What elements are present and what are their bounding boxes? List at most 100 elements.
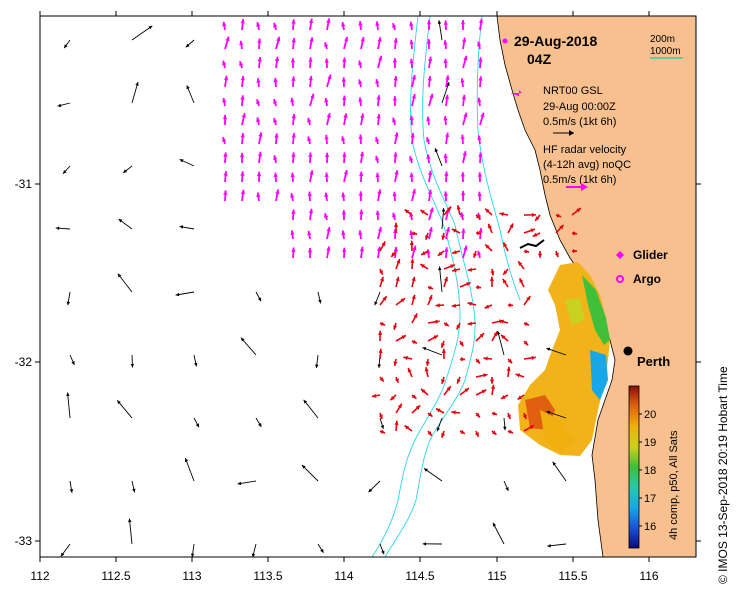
- hf-arrow-head: [424, 367, 429, 372]
- radar-arrow-head: [307, 191, 312, 196]
- model-arrow-head: [436, 427, 440, 432]
- hf-arrow-head: [435, 319, 440, 324]
- radar-arrow-head: [291, 209, 296, 214]
- hf-arrow-head: [427, 431, 432, 436]
- hf-arrow-head: [467, 301, 472, 306]
- hf-arrow-head: [411, 294, 416, 300]
- hf-arrow-head: [404, 209, 410, 214]
- hf-arrow-head: [523, 340, 529, 346]
- radar-line2: (4-12h avg) noQC: [543, 159, 631, 171]
- radar-legend: HF radar velocity (4-12h avg) noQC 0.5m/…: [543, 144, 631, 191]
- hf-arrow-head: [490, 384, 496, 390]
- radar-arrow-head: [358, 97, 363, 102]
- model-arrow-head: [148, 25, 153, 30]
- hf-arrow-head: [507, 358, 513, 364]
- radar-arrow-head: [324, 42, 329, 48]
- hf-arrow-head: [530, 228, 535, 233]
- colorbar-title: 4h comp, p50, All Sats: [668, 430, 680, 540]
- radar-arrow-head: [444, 132, 450, 138]
- hf-arrow-head: [380, 321, 385, 326]
- hf-arrow-head: [499, 319, 505, 324]
- hf-arrow-head: [529, 425, 535, 430]
- model-arrow: [128, 518, 133, 545]
- hf-arrow-head: [393, 361, 398, 366]
- model-arrow-head: [63, 170, 67, 174]
- hf-arrow-head: [483, 373, 488, 378]
- hf-arrow-head: [524, 321, 529, 326]
- y-tick-labels: -31 -32 -33: [15, 177, 33, 548]
- hf-arrow-head: [481, 389, 487, 394]
- model-arrow-head: [380, 425, 385, 429]
- hf-arrow-head: [450, 264, 455, 269]
- hf-arrow-head: [515, 373, 521, 378]
- hf-arrow-head: [475, 359, 480, 364]
- model-arrow-head: [117, 400, 121, 405]
- hf-arrow-head: [395, 276, 400, 282]
- radar-arrow-head: [256, 171, 262, 177]
- radar-arrow-head: [240, 189, 246, 195]
- hf-arrow-head: [506, 414, 511, 419]
- hf-arrow-head: [456, 205, 461, 210]
- radar-arrow-head: [276, 36, 281, 42]
- radar-arrow-head: [460, 190, 466, 196]
- model-arrow: [497, 330, 505, 356]
- model-arrow-head: [437, 20, 442, 24]
- model-arrow: [131, 25, 153, 41]
- hf-arrow-head: [556, 213, 562, 218]
- hf-arrow-head: [412, 339, 417, 344]
- radar-arrow-head: [256, 78, 261, 83]
- hf-arrow-head: [572, 231, 578, 236]
- model-arrow-head: [301, 465, 306, 469]
- radar-arrow-head: [240, 133, 245, 138]
- radar-arrow-head: [409, 172, 414, 178]
- model-arrow-head: [118, 219, 123, 223]
- hf-arrow-head: [437, 251, 443, 256]
- radar-arrow-head: [426, 249, 431, 254]
- argo-legend-label: Argo: [633, 272, 661, 286]
- radar-arrow-head: [377, 189, 382, 194]
- model-arrow-head: [193, 362, 198, 367]
- model-arrow: [423, 467, 443, 482]
- radar-arrow-head: [358, 230, 363, 235]
- radar-arrow-head: [307, 117, 312, 123]
- radar-arrow-head: [309, 37, 314, 42]
- radar-arrow-head: [375, 21, 380, 26]
- model-arrow-head: [303, 399, 308, 404]
- radar-arrow-head: [359, 209, 364, 214]
- hf-arrow-head: [446, 386, 451, 391]
- hf-arrow-head: [493, 331, 498, 337]
- hf-arrow-head: [441, 343, 445, 348]
- hf-arrow-head: [517, 395, 523, 400]
- radar-arrow-head: [477, 41, 482, 47]
- radar-arrow-head: [426, 116, 431, 122]
- radar-arrow-head: [222, 21, 227, 27]
- model-arrow: [131, 81, 139, 104]
- radar-arrow-head: [443, 153, 448, 159]
- x-tick-labels: 112 112.5 113 113.5 114 114.5 115 115.5 …: [30, 569, 658, 583]
- radar-arrow-head: [291, 247, 296, 252]
- radar-scale: 0.5m/s (1kt 6h): [543, 174, 616, 186]
- radar-arrow-head: [411, 94, 416, 99]
- y-tick-label: -33: [15, 534, 33, 548]
- hf-arrow-head: [378, 348, 383, 353]
- radar-arrow-head: [394, 132, 399, 137]
- hf-arrow-head: [485, 208, 490, 213]
- radar-arrow-head: [393, 38, 398, 43]
- hf-arrow-head: [378, 270, 383, 275]
- model-arrow-head: [503, 426, 507, 431]
- hf-arrow-head: [508, 303, 514, 308]
- hf-arrow-head: [420, 264, 425, 269]
- hf-arrow-head: [491, 430, 497, 435]
- radar-arrow-head: [273, 22, 278, 28]
- radar-arrow-head: [256, 99, 261, 104]
- radar-arrow-head: [291, 152, 296, 157]
- hf-arrow-head: [451, 410, 456, 415]
- model-legend: NRT00 GSL 29-Aug 00:00Z 0.5m/s (1kt 6h): [510, 85, 616, 136]
- radar-arrow-head: [290, 193, 295, 198]
- model-arrow: [441, 208, 445, 230]
- radar-arrow-head: [309, 170, 314, 175]
- hf-arrow-head: [441, 433, 446, 438]
- radar-arrow-head: [327, 74, 332, 80]
- date-label: 29-Aug-2018: [514, 33, 597, 49]
- radar-arrow-head: [392, 96, 398, 101]
